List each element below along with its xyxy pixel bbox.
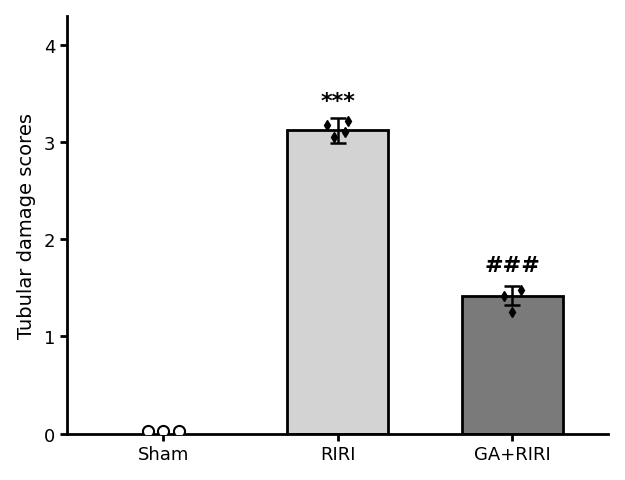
- Bar: [462, 296, 563, 433]
- Y-axis label: Tubular damage scores: Tubular damage scores: [17, 112, 36, 338]
- Text: ***: ***: [321, 92, 355, 112]
- Bar: [288, 131, 388, 433]
- Text: ###: ###: [484, 255, 540, 276]
